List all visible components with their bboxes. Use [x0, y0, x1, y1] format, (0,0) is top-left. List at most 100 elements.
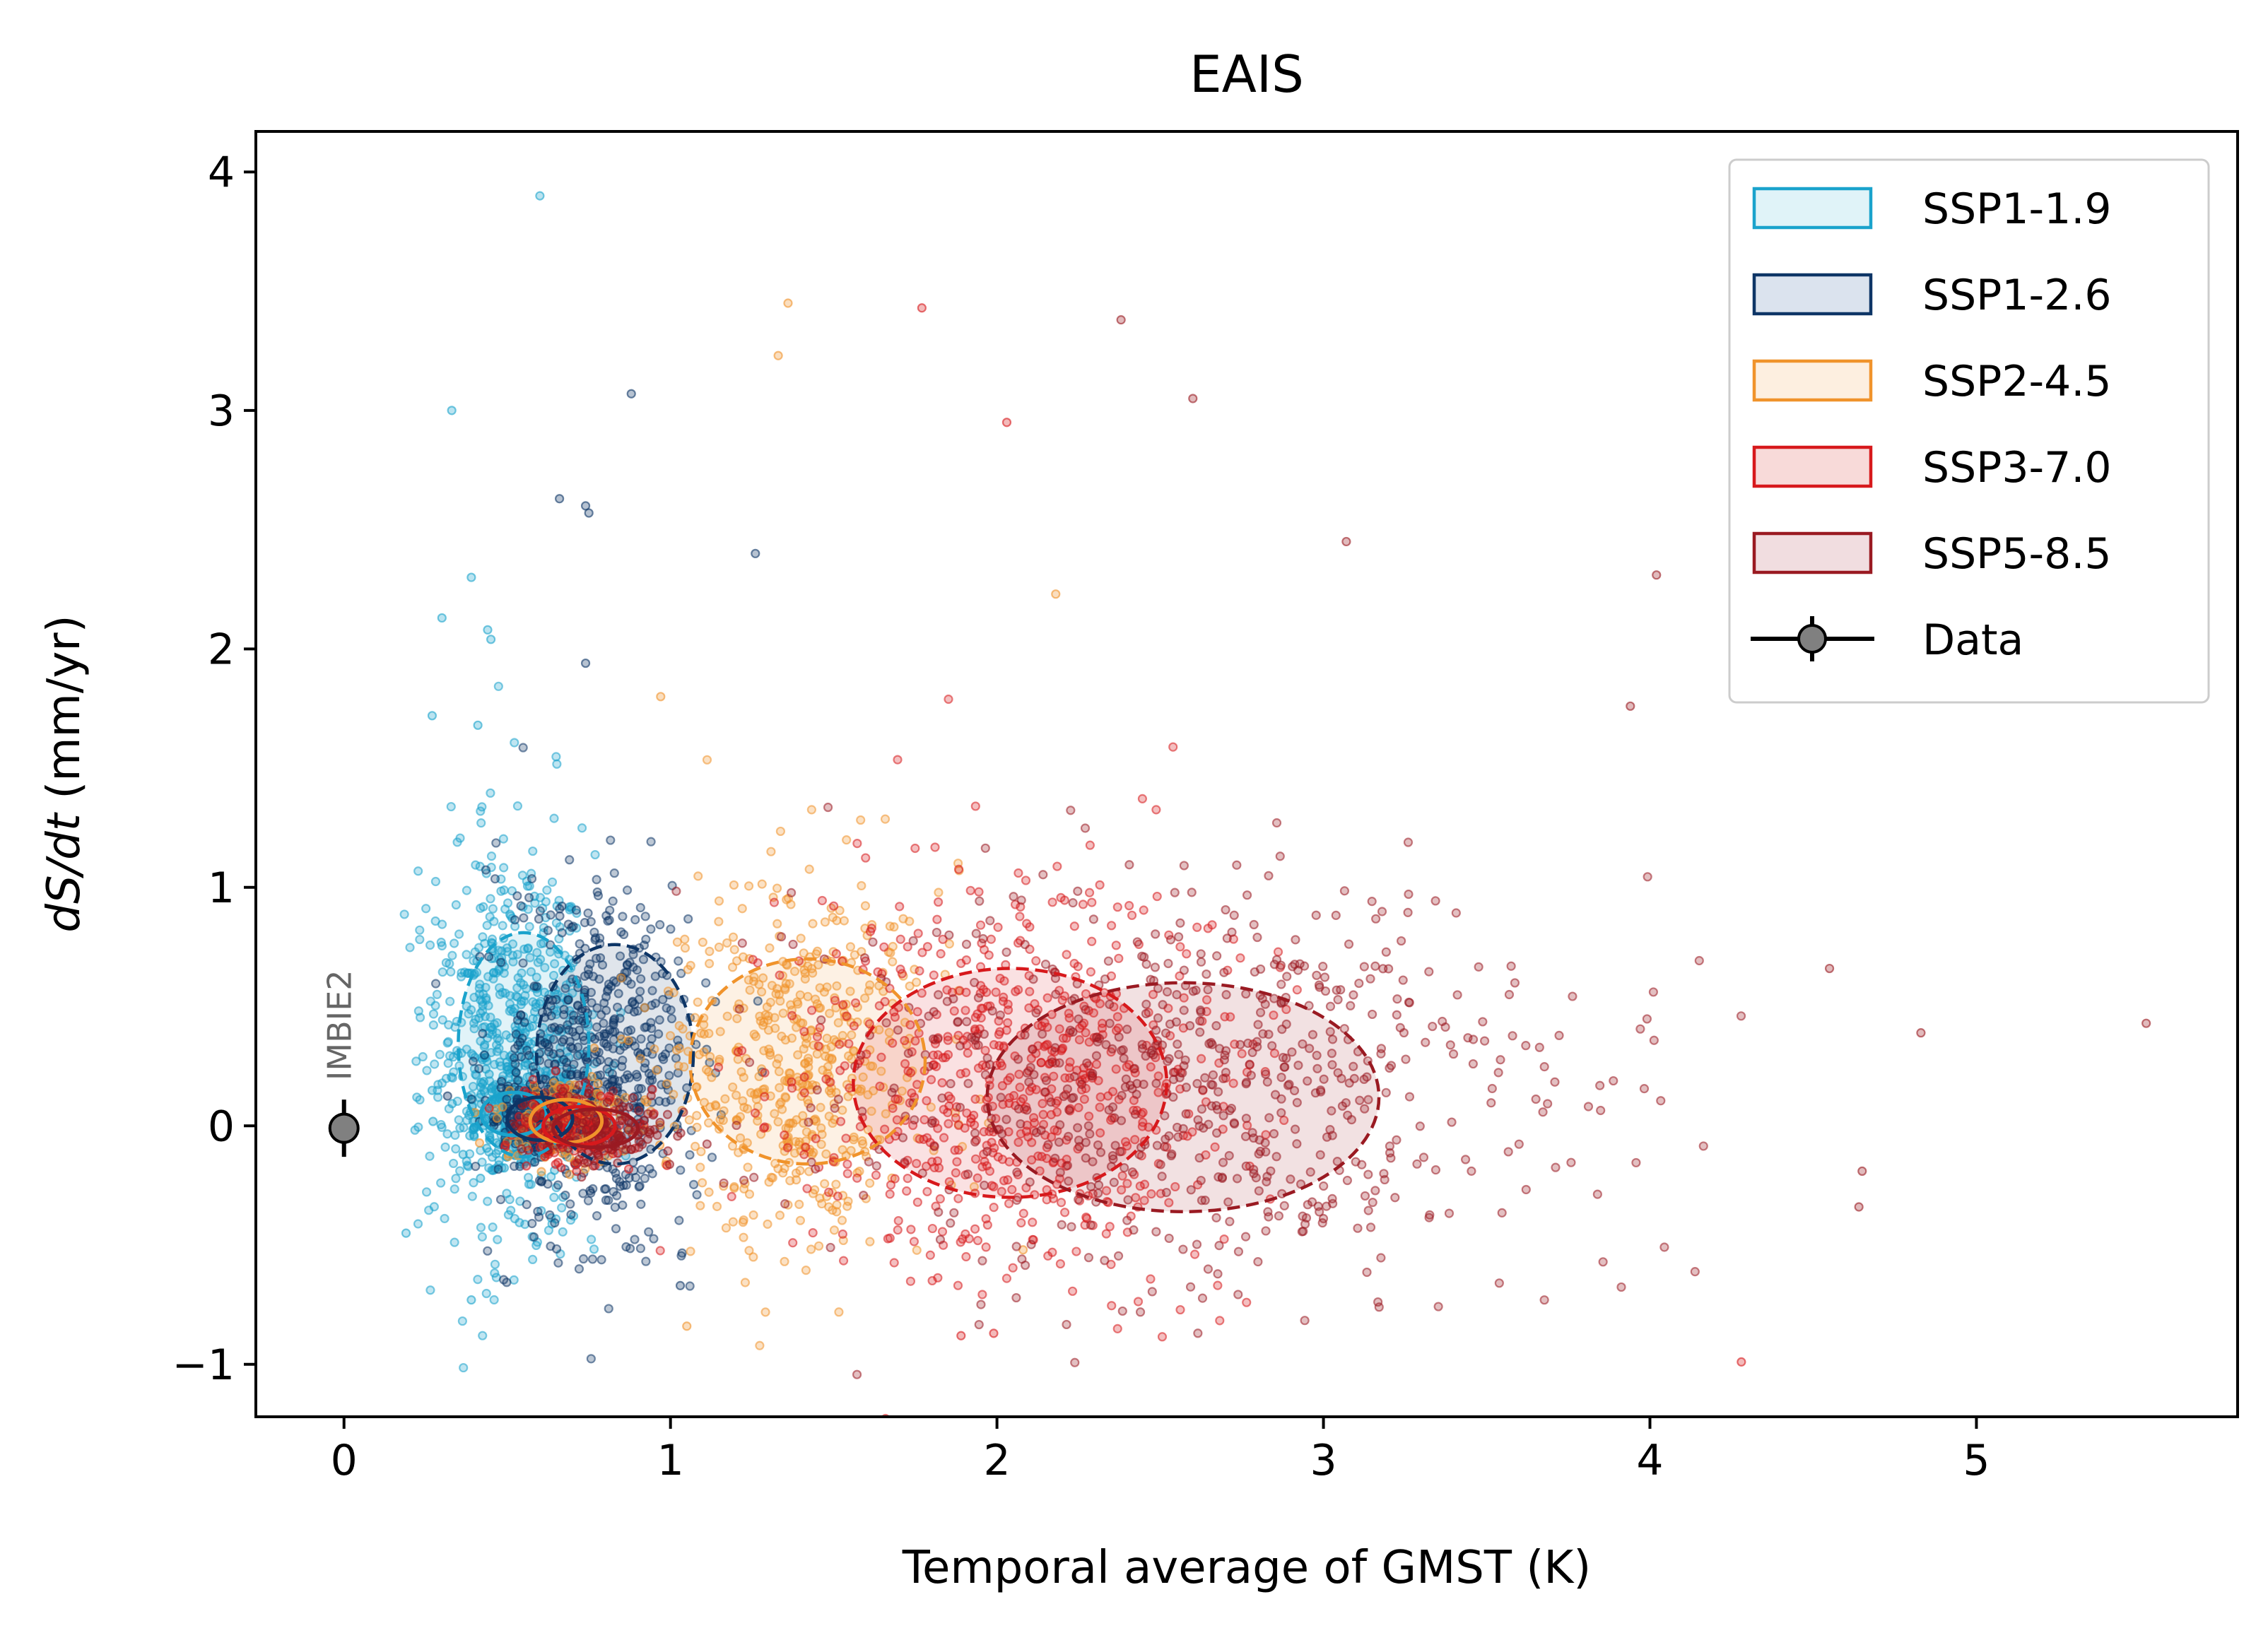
scatter-point	[735, 1133, 746, 1143]
scatter-point	[468, 1081, 478, 1092]
scatter-point	[564, 1025, 574, 1035]
scatter-point	[737, 1046, 747, 1056]
scatter-point	[611, 1224, 621, 1234]
scatter-point	[644, 1227, 654, 1237]
scatter-point	[474, 943, 484, 953]
scatter-point	[970, 1035, 980, 1045]
scatter-point	[399, 909, 409, 919]
scatter-point	[955, 1102, 965, 1112]
scatter-point	[857, 1136, 867, 1146]
scatter-point	[1168, 1092, 1178, 1102]
scatter-point	[1185, 1020, 1195, 1031]
scatter-point	[1004, 1157, 1014, 1167]
scatter-point	[442, 1038, 452, 1048]
scatter-point	[1474, 962, 1483, 972]
scatter-point	[1170, 1181, 1180, 1192]
scatter-point	[1130, 1109, 1141, 1119]
scatter-point	[1137, 794, 1147, 803]
scatter-point	[1151, 1078, 1161, 1088]
scatter-point	[825, 1242, 835, 1253]
scatter-point	[1038, 1109, 1048, 1119]
scatter-point	[529, 1232, 539, 1242]
scatter-point	[551, 1244, 562, 1254]
scatter-point	[1153, 984, 1163, 994]
scatter-point	[1241, 1161, 1251, 1171]
scatter-point	[816, 1139, 826, 1150]
scatter-point	[442, 1129, 452, 1139]
legend-label: SSP3-7.0	[1922, 443, 2112, 493]
scatter-point	[607, 1069, 617, 1079]
scatter-point	[824, 1112, 834, 1121]
scatter-point	[1201, 995, 1212, 1005]
scatter-point	[893, 755, 903, 765]
scatter-point	[1016, 1128, 1026, 1139]
scatter-point	[462, 1001, 471, 1011]
scatter-point	[926, 1075, 936, 1085]
scatter-point-outlier	[447, 406, 457, 415]
scatter-point	[755, 1340, 765, 1350]
scatter-point	[969, 1110, 979, 1120]
scatter-point	[1196, 957, 1206, 967]
scatter-point	[859, 953, 870, 963]
scatter-point	[893, 1025, 903, 1035]
scatter-point	[813, 1241, 824, 1251]
scatter-point	[871, 1170, 881, 1180]
scatter-point	[1007, 1184, 1017, 1195]
scatter-point	[520, 991, 530, 1001]
scatter-point	[1381, 947, 1391, 957]
scatter-point	[486, 894, 495, 904]
chart-title: EAIS	[1189, 45, 1304, 104]
scatter-point	[769, 897, 780, 907]
scatter-point	[973, 1173, 982, 1183]
scatter-point	[503, 1065, 512, 1075]
scatter-point	[476, 1173, 486, 1184]
scatter-point	[758, 973, 768, 983]
scatter-point	[642, 1097, 652, 1107]
scatter-point	[827, 1054, 837, 1063]
scatter-point	[1308, 1030, 1318, 1039]
scatter-point	[1371, 914, 1381, 924]
scatter-point	[1013, 1054, 1023, 1064]
scatter-point	[475, 979, 485, 989]
scatter-point	[575, 1080, 584, 1090]
scatter-point	[535, 892, 546, 902]
scatter-point	[980, 843, 990, 853]
scatter-point	[455, 1123, 465, 1133]
scatter-point	[1062, 1084, 1072, 1094]
scatter-point	[1214, 1087, 1223, 1097]
scatter-point	[1080, 823, 1091, 833]
scatter-point	[450, 1184, 459, 1194]
scatter-point	[560, 1190, 570, 1201]
scatter-point	[860, 993, 870, 1003]
scatter-point	[459, 1362, 469, 1373]
scatter-point	[970, 801, 980, 811]
scatter-point	[1038, 870, 1048, 880]
scatter-point	[812, 1085, 822, 1095]
scatter-point	[1100, 1256, 1110, 1266]
scatter-point	[1299, 961, 1310, 971]
scatter-point	[531, 972, 541, 982]
scatter-point	[999, 992, 1009, 1002]
scatter-point	[721, 1223, 731, 1233]
scatter-point	[671, 886, 681, 896]
scatter-point	[558, 1227, 568, 1237]
scatter-point	[833, 1191, 843, 1201]
scatter-point	[635, 1054, 645, 1063]
scatter-point	[595, 1070, 606, 1080]
scatter-point	[932, 914, 942, 924]
scatter-point	[963, 1078, 973, 1088]
scatter-point	[898, 1133, 908, 1143]
scatter-point	[1189, 1249, 1200, 1259]
scatter-point	[997, 1186, 1006, 1196]
data-point	[328, 1112, 360, 1144]
scatter-point	[915, 966, 924, 976]
scatter-point	[999, 976, 1009, 986]
scatter-point	[1081, 1005, 1091, 1015]
scatter-point	[488, 904, 498, 914]
scatter-point	[841, 1133, 851, 1143]
scatter-point	[517, 968, 527, 978]
scatter-point	[939, 1133, 949, 1143]
scatter-point	[775, 826, 786, 837]
scatter-point	[546, 1001, 556, 1011]
